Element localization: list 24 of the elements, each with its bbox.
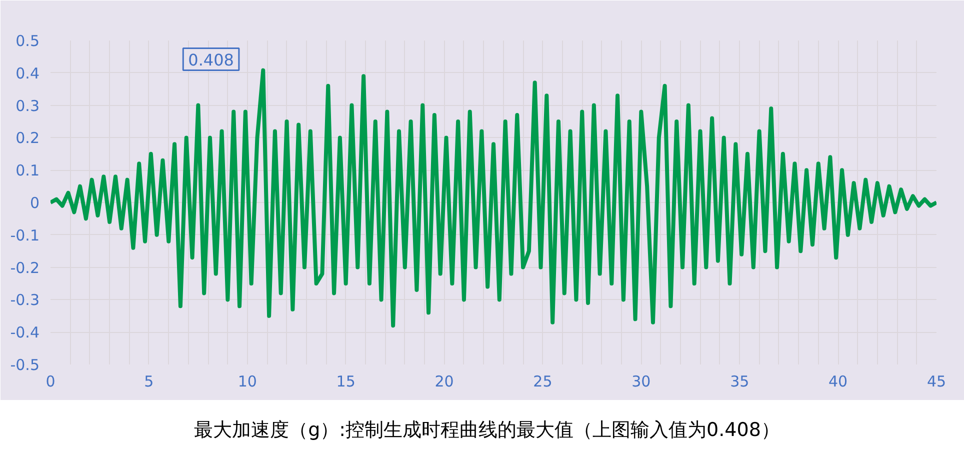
y-tick-label: -0.3 [10, 291, 40, 310]
x-tick-label: 5 [144, 372, 154, 390]
y-tick-label: -0.4 [10, 324, 40, 342]
y-tick-label: 0.4 [16, 64, 40, 82]
x-tick-label: 15 [336, 372, 356, 390]
text: 最大加速度（g）:控制生成时程曲线的最大值（上图输入值为0.408） [194, 418, 780, 443]
x-tick-label: 45 [926, 372, 946, 390]
y-tick-label: -0.1 [10, 226, 40, 244]
x-tick-label: 35 [730, 372, 750, 390]
x-tick-label: 10 [238, 372, 257, 390]
x-tick-label: 25 [533, 372, 552, 390]
y-tick-label: 0 [30, 194, 40, 212]
x-tick-label: 30 [632, 372, 651, 390]
x-tick-label: 20 [434, 372, 454, 390]
y-tick-label: 0.5 [16, 32, 40, 50]
y-tick-label: -0.5 [10, 356, 40, 374]
y-tick-label: 0.3 [16, 96, 40, 115]
x-tick-label: 0 [46, 372, 56, 390]
y-tick-label: 0.1 [16, 162, 40, 180]
y-tick-label: -0.2 [10, 258, 40, 277]
x-tick-label: 40 [828, 372, 848, 390]
annotation: 0.408 [188, 50, 234, 70]
y-tick-label: 0.2 [16, 129, 40, 148]
line-series [50, 68, 936, 328]
